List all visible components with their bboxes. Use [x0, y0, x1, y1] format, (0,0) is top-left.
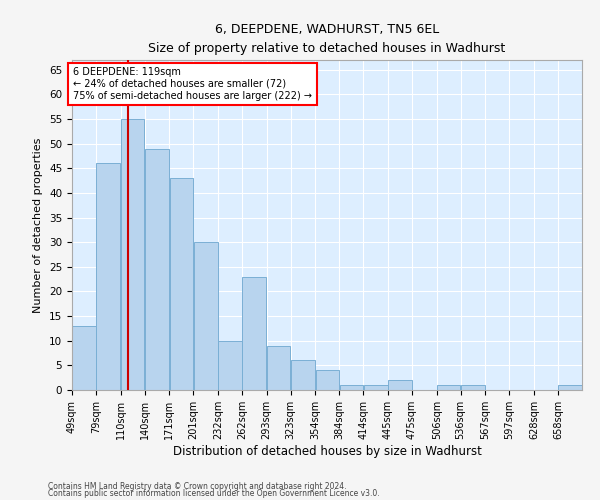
Bar: [194, 242, 218, 390]
Bar: [559, 385, 581, 390]
Bar: [218, 340, 242, 390]
Bar: [97, 164, 121, 390]
Bar: [291, 360, 315, 390]
Bar: [437, 385, 460, 390]
Bar: [340, 385, 363, 390]
Bar: [364, 385, 388, 390]
Bar: [461, 385, 485, 390]
Bar: [267, 346, 290, 390]
Text: Contains public sector information licensed under the Open Government Licence v3: Contains public sector information licen…: [48, 489, 380, 498]
X-axis label: Distribution of detached houses by size in Wadhurst: Distribution of detached houses by size …: [173, 444, 481, 458]
Title: 6, DEEPDENE, WADHURST, TN5 6EL
Size of property relative to detached houses in W: 6, DEEPDENE, WADHURST, TN5 6EL Size of p…: [148, 22, 506, 54]
Bar: [121, 119, 144, 390]
Bar: [316, 370, 339, 390]
Bar: [145, 148, 169, 390]
Bar: [170, 178, 193, 390]
Bar: [388, 380, 412, 390]
Text: Contains HM Land Registry data © Crown copyright and database right 2024.: Contains HM Land Registry data © Crown c…: [48, 482, 347, 491]
Text: 6 DEEPDENE: 119sqm
← 24% of detached houses are smaller (72)
75% of semi-detache: 6 DEEPDENE: 119sqm ← 24% of detached hou…: [73, 68, 312, 100]
Bar: [73, 326, 95, 390]
Bar: [242, 276, 266, 390]
Y-axis label: Number of detached properties: Number of detached properties: [34, 138, 43, 312]
